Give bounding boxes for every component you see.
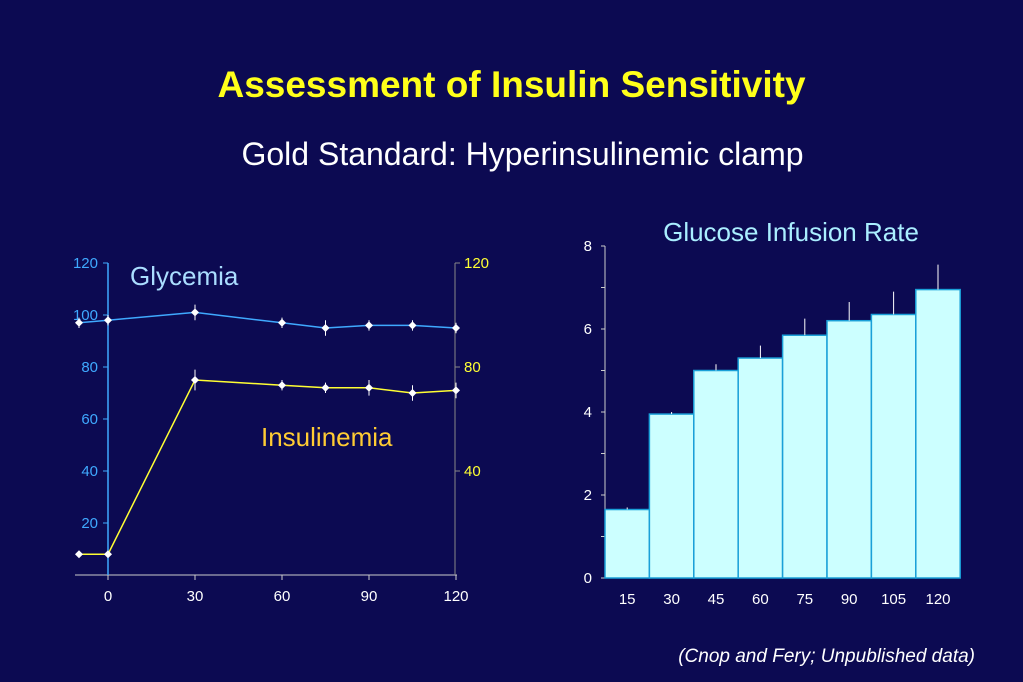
bar — [693, 369, 739, 579]
bar — [781, 334, 828, 579]
bar — [826, 319, 873, 579]
x-tick-label: 120 — [443, 588, 468, 605]
y-left-tick-label: 60 — [81, 411, 98, 428]
source-note: (Cnop and Fery; Unpublished data) — [678, 646, 975, 667]
bar — [648, 413, 695, 579]
insulinemia-point — [321, 383, 330, 392]
bar — [737, 357, 784, 579]
insulinemia-line — [79, 379, 457, 555]
insulinemia-point — [278, 381, 286, 390]
insulinemia-point — [452, 386, 460, 395]
y-tick-label: 2 — [584, 487, 592, 504]
glycemia-point — [191, 308, 199, 317]
x-tick-label: 75 — [796, 591, 813, 608]
glycemia-point — [278, 318, 286, 327]
x-tick-label: 120 — [925, 591, 950, 608]
glycemia-point — [452, 324, 460, 332]
insulinemia-point — [104, 550, 112, 559]
x-tick-label: 90 — [361, 588, 378, 605]
slide-title: Assessment of Insulin Sensitivity — [217, 64, 806, 105]
y-right-tick-label: 40 — [464, 463, 481, 480]
y-left-tick-label: 20 — [81, 515, 98, 532]
y-left-tick-label: 120 — [73, 255, 98, 272]
y-tick-label: 8 — [584, 238, 592, 255]
y-right-tick-label: 80 — [464, 359, 481, 376]
x-tick-label: 30 — [663, 591, 680, 608]
y-tick-label: 0 — [584, 570, 592, 587]
bar — [915, 288, 961, 579]
glycemia-point — [365, 321, 373, 330]
y-right-tick-label: 120 — [464, 255, 489, 272]
x-tick-label: 105 — [881, 591, 906, 608]
x-tick-label: 45 — [708, 591, 725, 608]
y-tick-label: 4 — [584, 404, 592, 421]
bar — [870, 313, 917, 579]
chart-title: Glucose Infusion Rate — [663, 217, 919, 247]
glycemia-point — [321, 324, 330, 332]
x-tick-label: 60 — [752, 591, 769, 608]
insulinemia-label: Insulinemia — [261, 422, 393, 452]
insulinemia-point — [191, 376, 199, 384]
y-left-tick-label: 40 — [81, 463, 98, 480]
y-left-tick-label: 80 — [81, 359, 98, 376]
glycemia-label: Glycemia — [130, 261, 239, 291]
x-tick-label: 90 — [841, 591, 858, 608]
insulinemia-point — [75, 550, 83, 559]
slide-subtitle: Gold Standard: Hyperinsulinemic clamp — [241, 136, 804, 172]
bar — [604, 508, 651, 579]
glycemia-point — [75, 318, 83, 327]
x-tick-label: 30 — [187, 588, 204, 605]
x-tick-label: 15 — [619, 591, 636, 608]
insulinemia-point — [408, 389, 417, 397]
x-tick-label: 0 — [104, 588, 112, 605]
glycemia-point — [104, 316, 112, 325]
glycemia-line — [78, 311, 457, 329]
y-tick-label: 6 — [584, 321, 592, 338]
glycemia-point — [408, 321, 417, 330]
x-tick-label: 60 — [274, 588, 291, 605]
insulinemia-point — [365, 383, 373, 392]
